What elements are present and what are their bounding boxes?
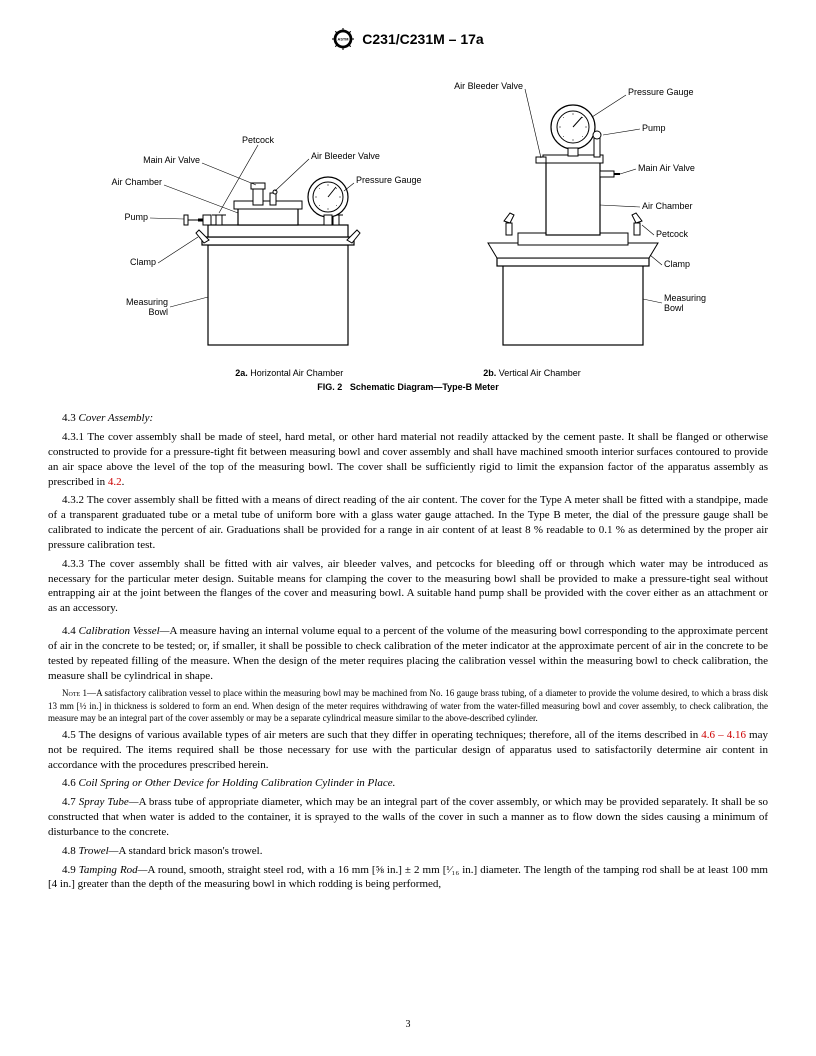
section-4-9: 4.9 Tamping Rod—A round, smooth, straigh… [48, 863, 768, 893]
svg-text:Petcock: Petcock [656, 229, 689, 239]
svg-text:Air Bleeder Valve: Air Bleeder Valve [311, 151, 380, 161]
svg-text:Measuring: Measuring [126, 297, 168, 307]
ref-link[interactable]: 4.6 – 4.16 [701, 729, 746, 741]
svg-text:Bowl: Bowl [148, 307, 168, 317]
svg-text:Pump: Pump [124, 212, 148, 222]
page-header: ASTM C231/C231M – 17a [48, 28, 768, 55]
figure-2: Petcock Main Air Valve Air Bleeder Valve… [48, 65, 768, 393]
section-4-6: 4.6 Coil Spring or Other Device for Hold… [48, 776, 768, 791]
page-number: 3 [0, 1018, 816, 1032]
section-4-7: 4.7 Spray Tube—A brass tube of appropria… [48, 795, 768, 840]
fig-2b-diagram: Air Bleeder Valve Pressure Gauge Pump Ma… [454, 81, 706, 345]
svg-text:Pressure Gauge: Pressure Gauge [628, 87, 694, 97]
svg-text:Main Air Valve: Main Air Valve [143, 155, 200, 165]
standard-number: C231/C231M – 17a [362, 30, 483, 49]
svg-text:Air Bleeder Valve: Air Bleeder Valve [454, 81, 523, 91]
svg-text:Air Chamber: Air Chamber [111, 177, 162, 187]
svg-text:Pressure Gauge: Pressure Gauge [356, 175, 422, 185]
section-4-3-1: 4.3.1 The cover assembly shall be made o… [48, 430, 768, 489]
fig2a-caption: 2a. Horizontal Air Chamber [235, 367, 343, 379]
svg-text:Pump: Pump [642, 123, 666, 133]
fig-2a-diagram: Petcock Main Air Valve Air Bleeder Valve… [111, 135, 421, 345]
svg-text:Clamp: Clamp [130, 257, 156, 267]
fig2b-caption: 2b. Vertical Air Chamber [483, 367, 581, 379]
svg-text:Petcock: Petcock [242, 135, 275, 145]
section-4-3: 4.3 Cover Assembly: [48, 411, 768, 426]
section-4-8: 4.8 Trowel—A standard brick mason's trow… [48, 844, 768, 859]
svg-text:Air Chamber: Air Chamber [642, 201, 693, 211]
note-1: Note 1—A satisfactory calibration vessel… [48, 687, 768, 723]
svg-text:Clamp: Clamp [664, 259, 690, 269]
svg-text:Measuring: Measuring [664, 293, 706, 303]
fig2-caption: FIG. 2 Schematic Diagram—Type-B Meter [48, 381, 768, 393]
svg-text:ASTM: ASTM [338, 38, 349, 42]
ref-link[interactable]: 4.2 [108, 476, 122, 488]
section-4-3-2: 4.3.2 The cover assembly shall be fitted… [48, 493, 768, 552]
section-4-3-3: 4.3.3 The cover assembly shall be fitted… [48, 557, 768, 616]
svg-text:Bowl: Bowl [664, 303, 684, 313]
section-4-4: 4.4 Calibration Vessel—A measure having … [48, 624, 768, 683]
astm-logo-icon: ASTM [332, 28, 354, 50]
section-4-5: 4.5 The designs of various available typ… [48, 728, 768, 773]
svg-text:Main Air Valve: Main Air Valve [638, 163, 695, 173]
